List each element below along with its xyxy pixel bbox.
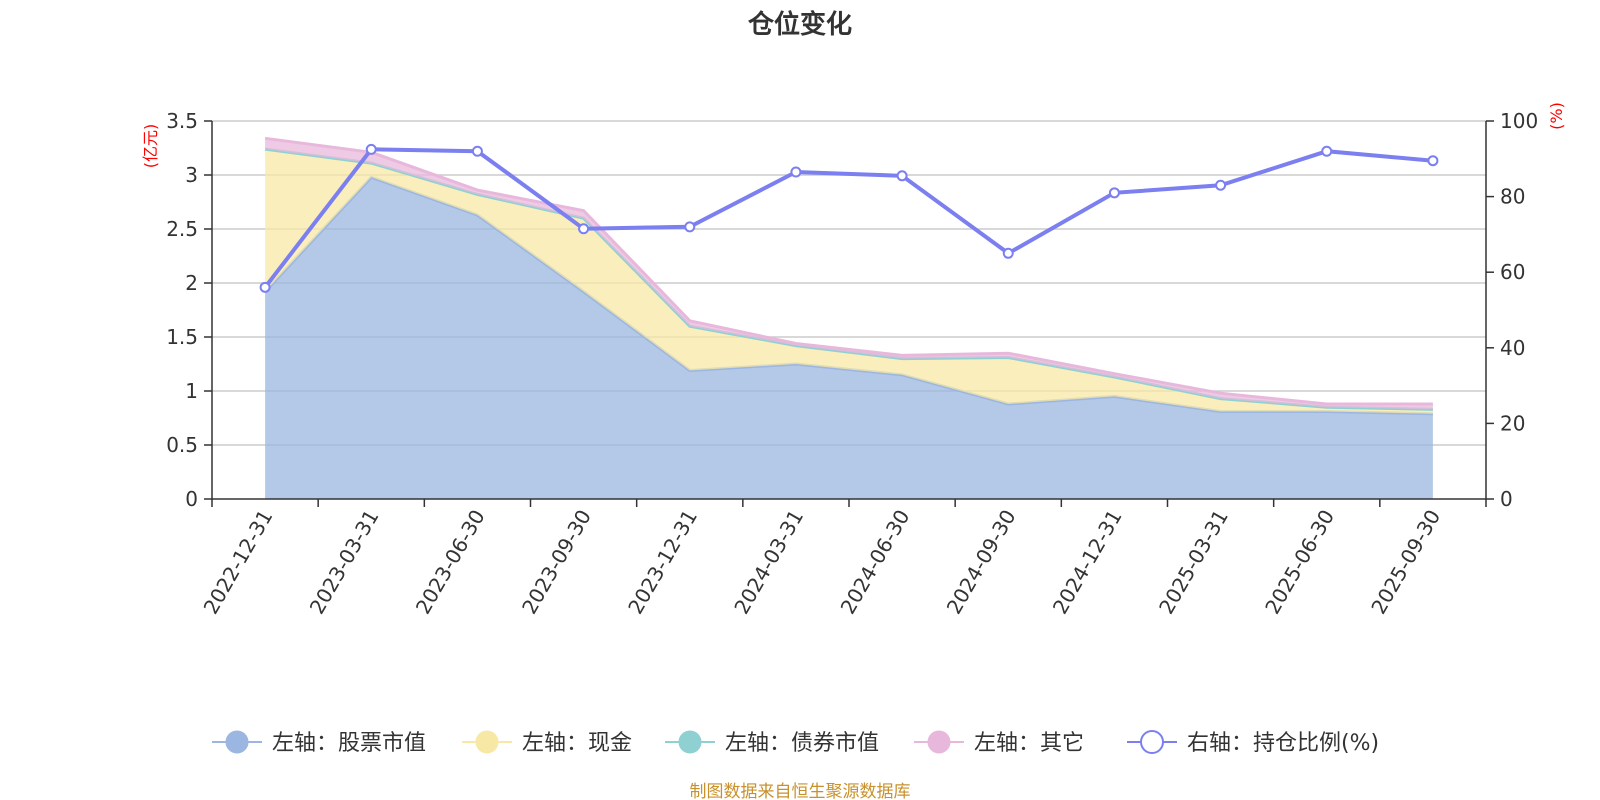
x-axis-tick-label: 2024-03-31: [729, 506, 808, 619]
ratio-point: [1321, 145, 1333, 157]
right-axis-tick-label: 0: [1500, 487, 1513, 511]
x-axis-tick-label: 2025-03-31: [1154, 506, 1233, 619]
data-source-note: 制图数据来自恒生聚源数据库: [690, 782, 911, 800]
ratio-point: [684, 221, 696, 233]
ratio-point: [259, 281, 271, 293]
legend-label-1: 左轴：现金: [522, 731, 632, 756]
left-axis-tick-label: 1: [185, 379, 198, 403]
left-axis-tick-label: 3.5: [166, 109, 198, 133]
legend-marker-0: [225, 730, 249, 754]
x-axis-tick-label: 2022-12-31: [199, 506, 278, 619]
ratio-point: [578, 223, 590, 235]
legend-marker-2: [678, 730, 702, 754]
legend-label-4: 右轴：持仓比例(%): [1187, 731, 1379, 756]
legend: 左轴：股票市值 左轴：现金 左轴：债券市值 左轴：其它 右轴：持仓比例(%): [212, 730, 1379, 756]
ratio-point: [1427, 155, 1439, 167]
left-axis-tick-label: 2: [185, 271, 198, 295]
right-axis-tick-label: 100: [1500, 109, 1538, 133]
x-axis-tick-label: 2023-09-30: [517, 506, 596, 619]
x-axis-tick-label: 2023-03-31: [305, 506, 384, 619]
ratio-point: [471, 145, 483, 157]
x-axis-tick-label: 2024-06-30: [836, 505, 915, 618]
holding-ratio-line: [259, 143, 1439, 293]
right-axis-tick-label: 20: [1500, 411, 1525, 435]
ratio-point: [365, 143, 377, 155]
ratio-point: [896, 170, 908, 182]
left-axis-tick-label: 3: [185, 163, 198, 187]
x-axis-tick-label: 2024-09-30: [942, 506, 1021, 619]
left-axis-unit: (亿元): [141, 124, 160, 169]
area-edge-series-3: [264, 136, 1433, 406]
area-series-1: [265, 149, 1433, 414]
chart-title: 仓位变化: [747, 9, 852, 40]
legend-label-3: 左轴：其它: [974, 731, 1084, 756]
right-axis-unit: (%): [1547, 102, 1566, 130]
x-axis-tick-label: 2025-06-30: [1260, 506, 1339, 619]
right-axis-tick-label: 80: [1500, 185, 1525, 209]
left-axis-tick-label: 2.5: [166, 217, 198, 241]
right-axis-tick-label: 40: [1500, 336, 1525, 360]
ratio-point: [1002, 247, 1014, 259]
ratio-point: [1108, 187, 1120, 199]
ratio-point: [790, 166, 802, 178]
x-axis-tick-label: 2023-12-31: [623, 506, 702, 619]
stacked-areas: [264, 136, 1433, 499]
legend-label-0: 左轴：股票市值: [272, 731, 426, 756]
left-axis-tick-label: 0: [185, 487, 198, 511]
x-axis-tick-label: 2024-12-31: [1048, 506, 1127, 619]
x-axis-tick-label: 2023-06-30: [411, 505, 490, 618]
left-axis-tick-label: 0.5: [166, 433, 198, 457]
legend-marker-4: [1140, 730, 1164, 754]
x-axis-tick-label: 2025-09-30: [1366, 506, 1445, 619]
legend-label-2: 左轴：债券市值: [725, 731, 879, 756]
legend-marker-3: [927, 730, 951, 754]
right-axis-tick-label: 60: [1500, 260, 1525, 284]
area-series-0: [265, 177, 1433, 499]
ratio-point: [1215, 179, 1227, 191]
legend-marker-1: [475, 730, 499, 754]
left-axis-tick-label: 1.5: [166, 325, 198, 349]
ratio-line-path: [263, 147, 1434, 289]
